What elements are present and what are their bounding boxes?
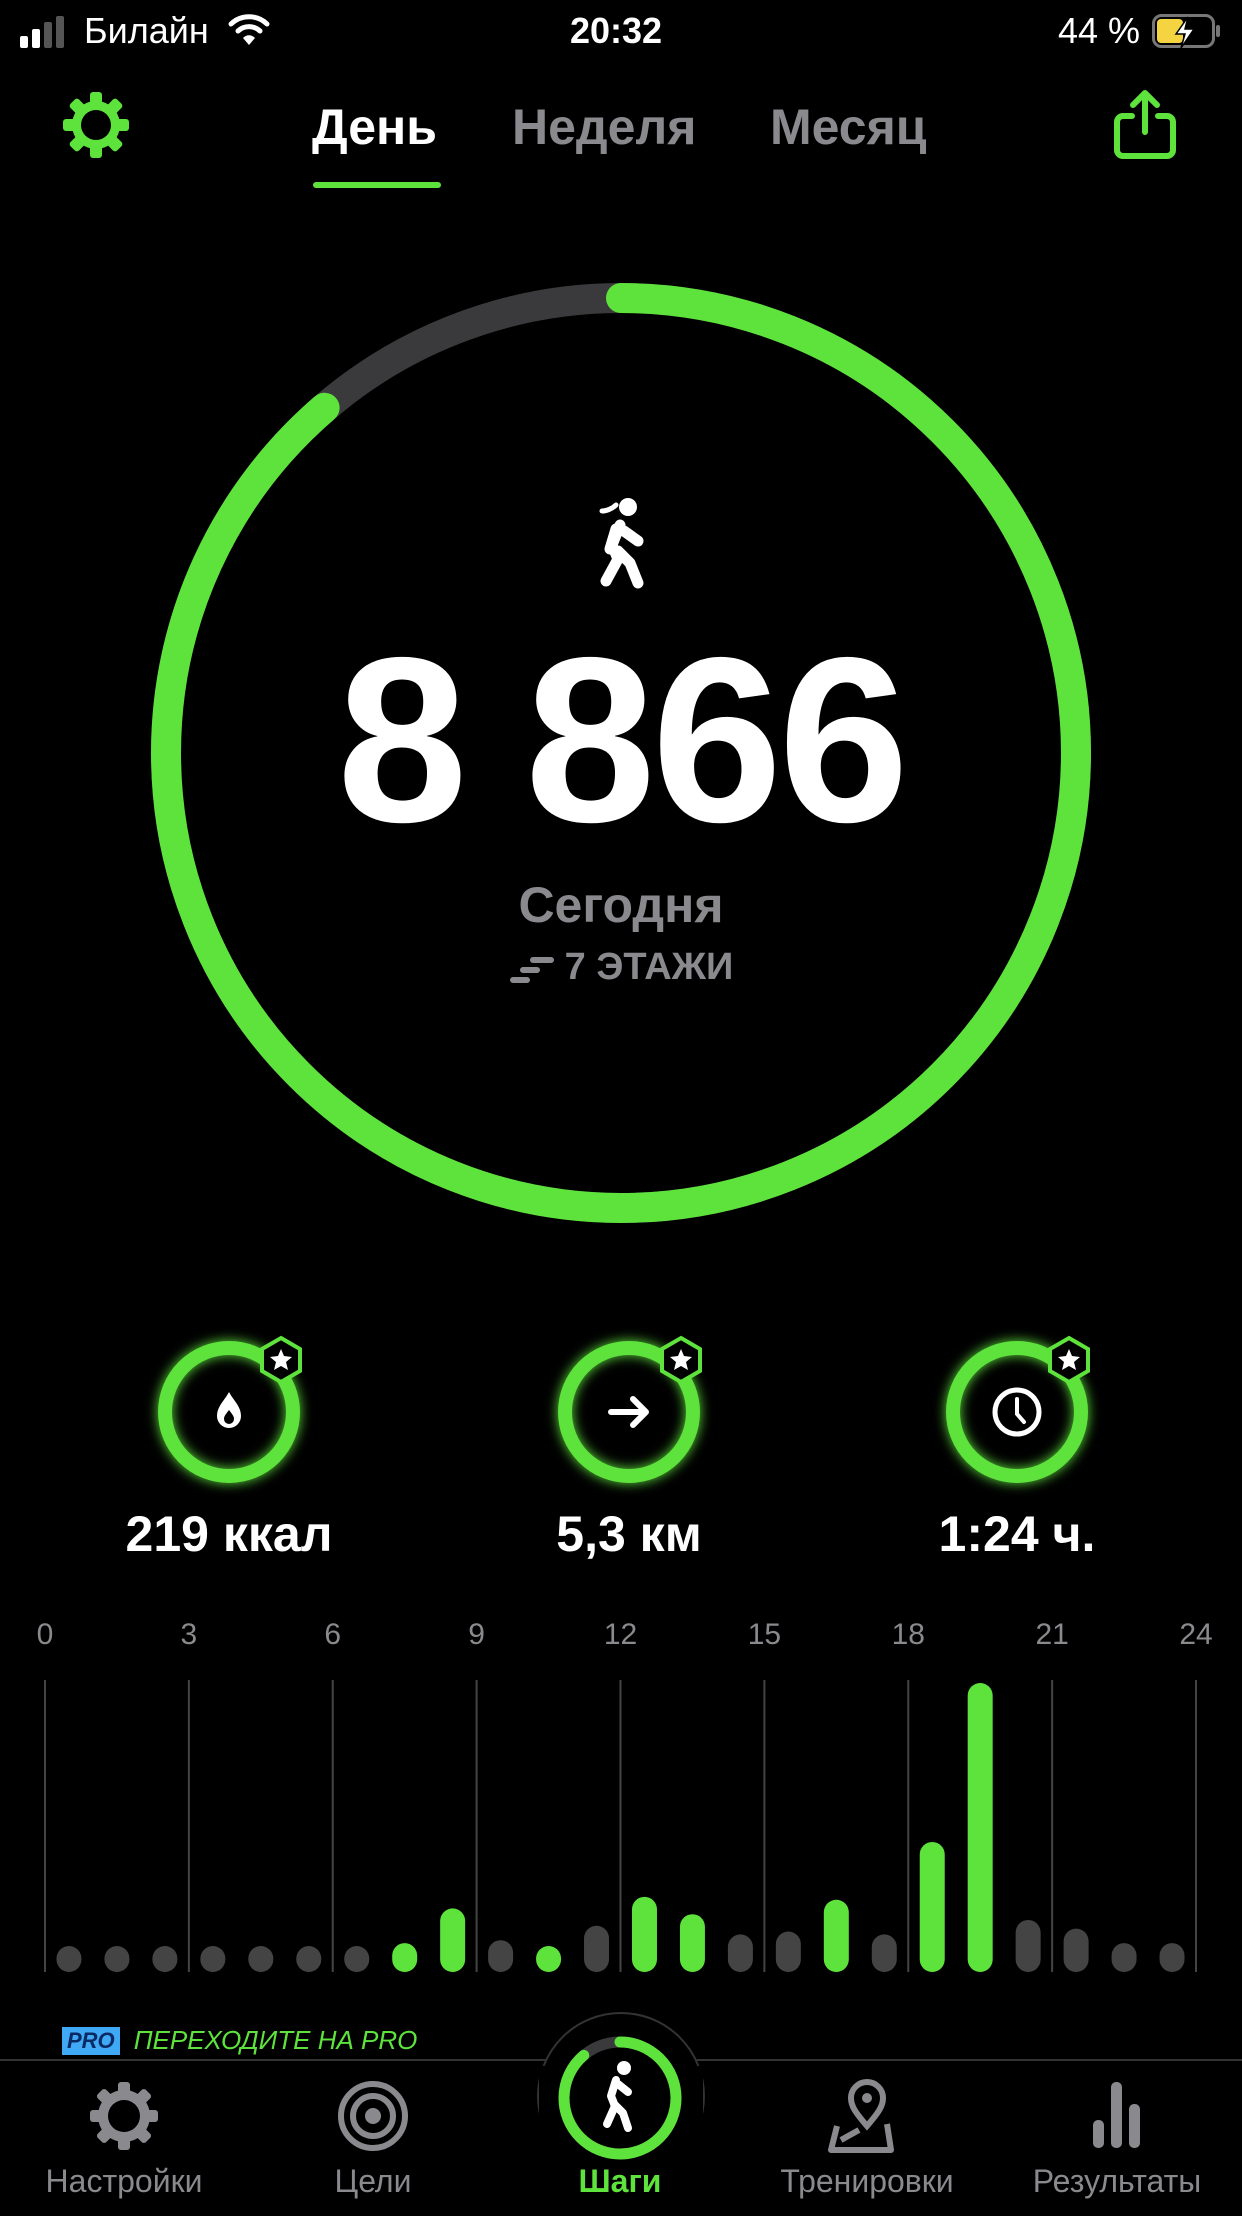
- stat-ring: [558, 1335, 702, 1483]
- stairs-icon: [509, 956, 554, 983]
- clock-icon: [992, 1387, 1042, 1437]
- gear-icon: [63, 92, 129, 158]
- bar-hour-19: [967, 1683, 993, 1972]
- x-tick-label: 3: [180, 1618, 198, 1651]
- bar-hour-7: [392, 1943, 418, 1972]
- stat-2: [927, 1322, 1107, 1507]
- bar-hour-17: [871, 1934, 897, 1972]
- tab-month[interactable]: Месяц: [770, 99, 927, 155]
- pro-badge: PRO: [62, 2026, 120, 2055]
- hourly-steps-chart: [44, 1680, 1197, 1972]
- bar-hour-1: [104, 1945, 130, 1972]
- bar-hour-15: [775, 1931, 801, 1972]
- bar-hour-5: [296, 1945, 322, 1972]
- bar-chart-icon: [1093, 2082, 1140, 2148]
- bar-hour-0: [56, 1945, 82, 1972]
- walking-icon: [599, 498, 644, 589]
- achievement-star-icon: [1048, 1335, 1090, 1385]
- steps-progress-ring: [151, 283, 1091, 1223]
- floors-count: 7 ЭТАЖИ: [0, 946, 1242, 989]
- x-tick-label: 6: [324, 1618, 342, 1651]
- nav-label: Шаги: [578, 2163, 662, 2199]
- x-tick-label: 18: [891, 1618, 925, 1651]
- period-label: Сегодня: [518, 877, 724, 933]
- bar-hour-6: [344, 1945, 370, 1972]
- x-tick-label: 0: [36, 1618, 54, 1651]
- bar-hour-12: [631, 1896, 657, 1972]
- battery-percent: 44 %: [1058, 10, 1141, 51]
- stat-0: [139, 1322, 319, 1507]
- bar-hour-22: [1111, 1943, 1137, 1972]
- bar-hour-16: [823, 1899, 849, 1972]
- go-pro-link[interactable]: PRO ПЕРЕХОДИТЕ НА PRO: [62, 2025, 417, 2056]
- bar-hour-10: [536, 1945, 562, 1972]
- walking-icon: [558, 2036, 682, 2160]
- stat-value: 5,3 км: [556, 1506, 702, 1562]
- bar-hour-20: [1015, 1919, 1041, 1972]
- bar-hour-11: [584, 1925, 610, 1972]
- arrow-right-icon: [608, 1396, 649, 1428]
- battery-icon: [1152, 14, 1220, 49]
- ring-progress: [151, 283, 1091, 1223]
- bar-hour-13: [679, 1914, 705, 1972]
- x-tick-label: 24: [1179, 1618, 1213, 1651]
- bar-hour-18: [919, 1841, 945, 1972]
- signal-icon: [20, 16, 64, 48]
- active-tab-indicator: [313, 182, 441, 188]
- stat-ring: [946, 1335, 1090, 1483]
- stat-1: [539, 1322, 719, 1507]
- share-icon: [1114, 90, 1176, 159]
- x-tick-label: 12: [603, 1618, 638, 1651]
- bar-hour-14: [727, 1934, 753, 1972]
- floors-label: 7 ЭТАЖИ: [564, 946, 734, 988]
- x-tick-label: 9: [468, 1618, 485, 1651]
- target-icon: [338, 2081, 408, 2151]
- x-tick-label: 21: [1035, 1618, 1069, 1651]
- x-tick-label: 15: [747, 1618, 782, 1651]
- bar-hour-21: [1063, 1928, 1089, 1972]
- nav-label: Тренировки: [780, 2163, 954, 2199]
- achievement-star-icon: [260, 1335, 302, 1385]
- stat-value: 219 ккал: [125, 1506, 333, 1562]
- nav-label: Результаты: [1032, 2163, 1202, 2199]
- settings-button[interactable]: [62, 91, 130, 164]
- bar-hour-9: [488, 1940, 514, 1972]
- tab-week[interactable]: Неделя: [512, 99, 697, 155]
- clock: 20:32: [570, 10, 663, 51]
- bar-hour-8: [440, 1908, 466, 1972]
- status-bar: Билайн 20:32 44 %: [0, 0, 1242, 64]
- bar-hour-2: [152, 1945, 178, 1972]
- bar-hour-23: [1159, 1943, 1185, 1972]
- stat-ring: [158, 1335, 302, 1483]
- nav-label: Цели: [334, 2163, 412, 2199]
- flame-icon: [217, 1392, 241, 1428]
- carrier: Билайн: [84, 10, 209, 51]
- go-pro-text: ПЕРЕХОДИТЕ НА PRO: [133, 2025, 418, 2055]
- bar-hour-4: [248, 1945, 274, 1972]
- achievement-star-icon: [660, 1335, 702, 1385]
- stat-value: 1:24 ч.: [938, 1506, 1096, 1562]
- tab-day[interactable]: День: [312, 99, 437, 155]
- wifi-icon: [228, 14, 270, 45]
- gear-icon: [90, 2082, 158, 2150]
- map-pin-icon: [828, 2079, 894, 2153]
- share-button[interactable]: [1112, 88, 1178, 165]
- bar-hour-3: [200, 1945, 226, 1972]
- nav-label: Настройки: [45, 2163, 203, 2199]
- step-count: 8 866: [336, 608, 909, 871]
